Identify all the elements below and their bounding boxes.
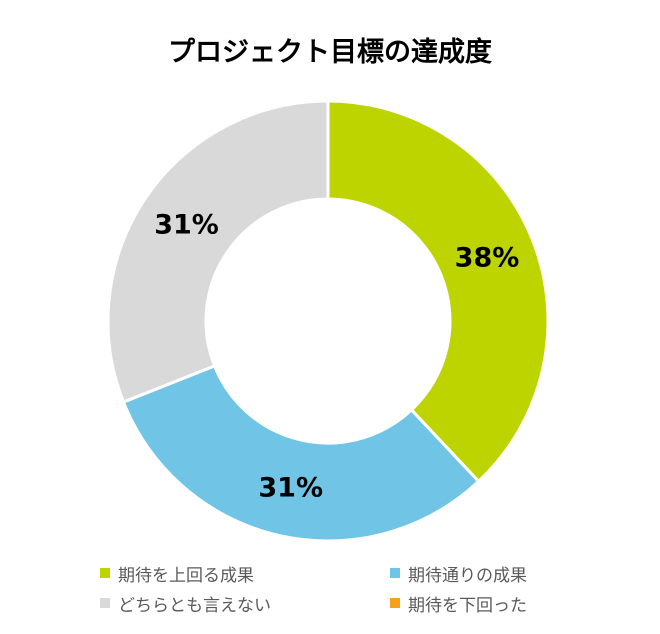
legend-swatch (390, 598, 400, 608)
legend-item-below: 期待を下回った (390, 590, 590, 616)
slice-exceeded (326, 99, 550, 484)
legend-item-met: 期待通りの成果 (390, 560, 590, 586)
legend-swatch (100, 568, 110, 578)
legend-swatch (390, 568, 400, 578)
slice-met (121, 363, 481, 543)
slice-label: 31% (258, 472, 323, 503)
legend-item-exceeded: 期待を上回る成果 (100, 560, 390, 586)
chart-title: プロジェクト目標の達成度 (168, 37, 492, 68)
slice-neutral (106, 99, 330, 404)
legend-swatch (100, 598, 110, 608)
legend: 期待を上回る成果 期待通りの成果 どちらとも言えない 期待を下回った (100, 560, 600, 616)
slice-label: 38% (455, 243, 520, 274)
legend-label: どちらとも言えない (118, 595, 271, 616)
legend-label: 期待を上回る成果 (118, 565, 254, 586)
legend-label: 期待を下回った (408, 595, 527, 616)
slice-label: 31% (154, 209, 219, 240)
legend-label: 期待通りの成果 (408, 565, 527, 586)
legend-item-neutral: どちらとも言えない (100, 590, 390, 616)
